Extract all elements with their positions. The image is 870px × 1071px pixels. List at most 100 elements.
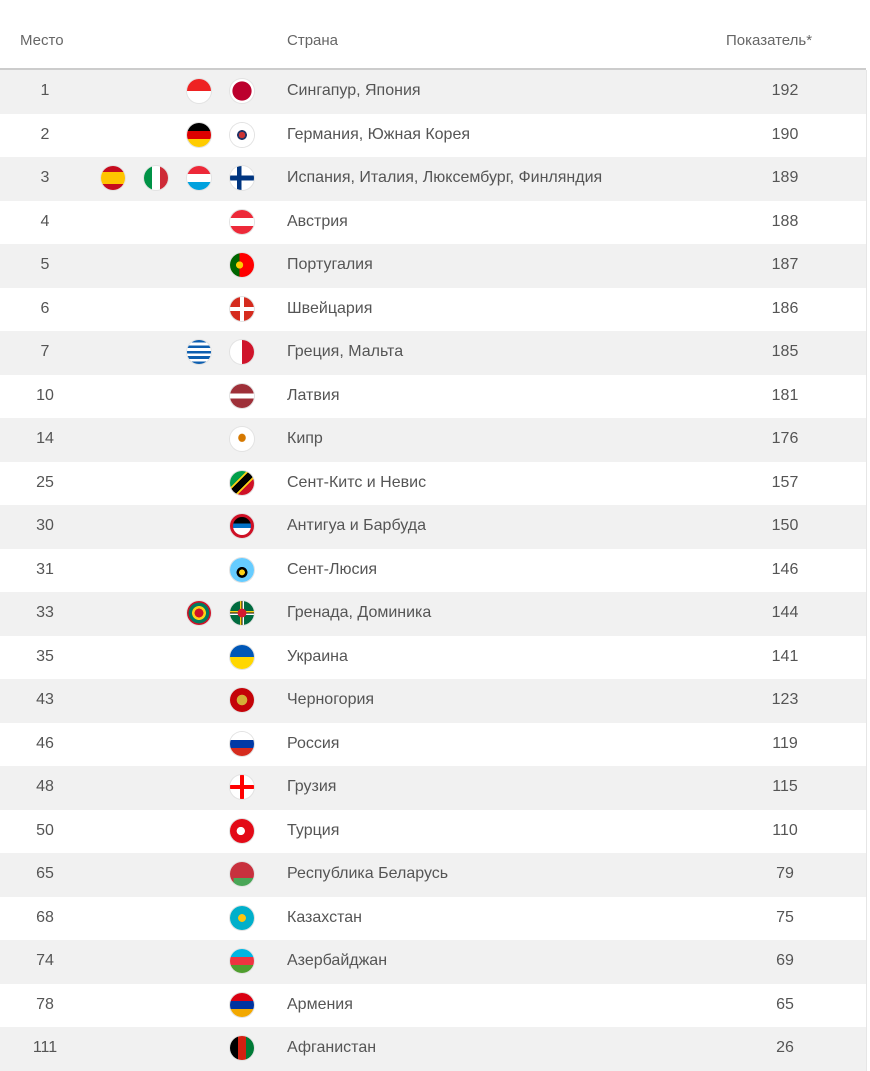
- rank-cell: 3: [40, 169, 50, 186]
- rank-cell: 4: [40, 212, 50, 230]
- rank-cell: 78: [36, 995, 54, 1013]
- rank-cell: 14: [36, 430, 54, 447]
- score-cell: 75: [776, 908, 794, 926]
- ranking-table: 1 Сингапур, Япония 192 2 Германия, Южная …: [0, 70, 867, 1071]
- flags-cell: [230, 1036, 254, 1060]
- rank-cell: 111: [32, 1039, 58, 1056]
- table-row: 111 Афганистан 26: [0, 1027, 866, 1071]
- score-cell: 181: [771, 386, 799, 404]
- score-cell: 123: [771, 691, 799, 708]
- flag-kr-icon: [230, 122, 254, 147]
- flag-sg-icon: [187, 79, 211, 103]
- flags-cell: [230, 992, 254, 1017]
- table-row: 3 Испания, Италия, Люксембург, Финляндия…: [0, 157, 866, 201]
- table-row: 35 Украина 141: [0, 636, 866, 680]
- score-cell: 110: [772, 821, 798, 839]
- table-row: 14 Кипр 176: [0, 418, 866, 462]
- score-cell: 65: [776, 995, 794, 1013]
- country-cell: Грузия: [287, 778, 337, 795]
- rank-cell: 68: [36, 908, 54, 926]
- flags-cell: [230, 949, 254, 973]
- score-cell: 119: [772, 734, 798, 752]
- table-row: 6 Швейцария 186: [0, 288, 866, 332]
- country-cell: Кипр: [287, 430, 323, 447]
- table-row: 4 Австрия 188: [0, 201, 866, 245]
- country-cell: Антигуа и Барбуда: [287, 517, 426, 534]
- country-cell: Греция, Мальта: [287, 343, 404, 360]
- flag-gr-icon: [187, 340, 211, 364]
- country-cell: Россия: [287, 734, 340, 752]
- rank-cell: 50: [36, 821, 54, 839]
- rank-cell: 46: [36, 734, 54, 752]
- table-row: 48 Грузия 115: [0, 766, 866, 810]
- flags-cell: [187, 79, 254, 103]
- table-row: 10 Латвия 181: [0, 375, 866, 419]
- flag-jp-icon: [230, 79, 254, 103]
- table-row: 5 Португалия 187: [0, 244, 866, 288]
- flags-cell: [187, 601, 254, 625]
- flag-ge-icon: [230, 775, 254, 799]
- score-cell: 26: [776, 1039, 794, 1056]
- flag-at-icon: [230, 209, 254, 234]
- table-row: 30 Антигуа и Барбуда 150: [0, 505, 866, 549]
- country-cell: Германия, Южная Корея: [287, 125, 471, 143]
- header-score: Показатель*: [726, 32, 813, 49]
- table-row: 68 Казахстан 75: [0, 897, 866, 941]
- score-cell: 141: [771, 647, 799, 665]
- table-row: 50 Турция 110: [0, 810, 866, 854]
- rank-cell: 43: [36, 691, 54, 708]
- flags-cell: [230, 514, 254, 538]
- flag-tr-icon: [230, 818, 254, 843]
- table-row: 74 Азербайджан 69: [0, 940, 866, 984]
- table-row: 78 Армения 65: [0, 984, 866, 1028]
- score-cell: 150: [771, 517, 799, 534]
- rank-cell: 35: [36, 647, 54, 665]
- table-row: 33 Гренада, Доминика 144: [0, 592, 866, 636]
- flag-af-icon: [230, 1036, 254, 1060]
- flags-cell: [230, 644, 254, 669]
- flags-cell: [230, 427, 254, 451]
- rank-cell: 48: [36, 778, 54, 795]
- table-row: 43 Черногория 123: [0, 679, 866, 723]
- flag-az-icon: [230, 949, 254, 973]
- country-cell: Гренада, Доминика: [287, 604, 432, 621]
- table-row: 25 Сент-Китс и Невис 157: [0, 462, 866, 506]
- score-cell: 192: [771, 82, 799, 99]
- table-row: 65 Республика Беларусь 79: [0, 853, 866, 897]
- flags-cell: [101, 166, 254, 190]
- score-cell: 186: [771, 299, 799, 317]
- flag-de-icon: [187, 122, 211, 147]
- flag-pt-icon: [230, 253, 254, 277]
- flag-lv-icon: [230, 383, 254, 408]
- flag-cy-icon: [230, 427, 254, 451]
- score-cell: 190: [771, 125, 799, 143]
- country-cell: Сент-Китс и Невис: [287, 473, 427, 491]
- flags-cell: [230, 470, 254, 495]
- score-cell: 144: [771, 604, 799, 621]
- score-cell: 185: [771, 343, 799, 360]
- header-country: Страна: [287, 32, 339, 49]
- flag-es-icon: [101, 166, 125, 190]
- flags-cell: [230, 905, 254, 930]
- flag-lu-icon: [187, 166, 211, 190]
- country-cell: Испания, Италия, Люксембург, Финляндия: [287, 169, 603, 186]
- rank-cell: 74: [36, 952, 54, 969]
- flag-kz-icon: [230, 905, 254, 930]
- score-cell: 115: [772, 778, 798, 795]
- rank-cell: 1: [40, 82, 50, 99]
- score-cell: 188: [771, 212, 799, 230]
- country-cell: Армения: [287, 995, 353, 1013]
- score-cell: 187: [771, 256, 799, 273]
- score-cell: 79: [776, 865, 794, 882]
- table-row: 46 Россия 119: [0, 723, 866, 767]
- table-row: 1 Сингапур, Япония 192: [0, 70, 866, 114]
- rank-cell: 33: [36, 604, 54, 621]
- flag-by-icon: [230, 862, 254, 886]
- flag-me-icon: [230, 688, 254, 712]
- country-cell: Латвия: [287, 386, 340, 404]
- country-cell: Турция: [287, 821, 340, 839]
- country-cell: Казахстан: [287, 908, 362, 926]
- flags-cell: [230, 296, 254, 321]
- flags-cell: [230, 862, 254, 886]
- score-cell: 157: [771, 473, 799, 491]
